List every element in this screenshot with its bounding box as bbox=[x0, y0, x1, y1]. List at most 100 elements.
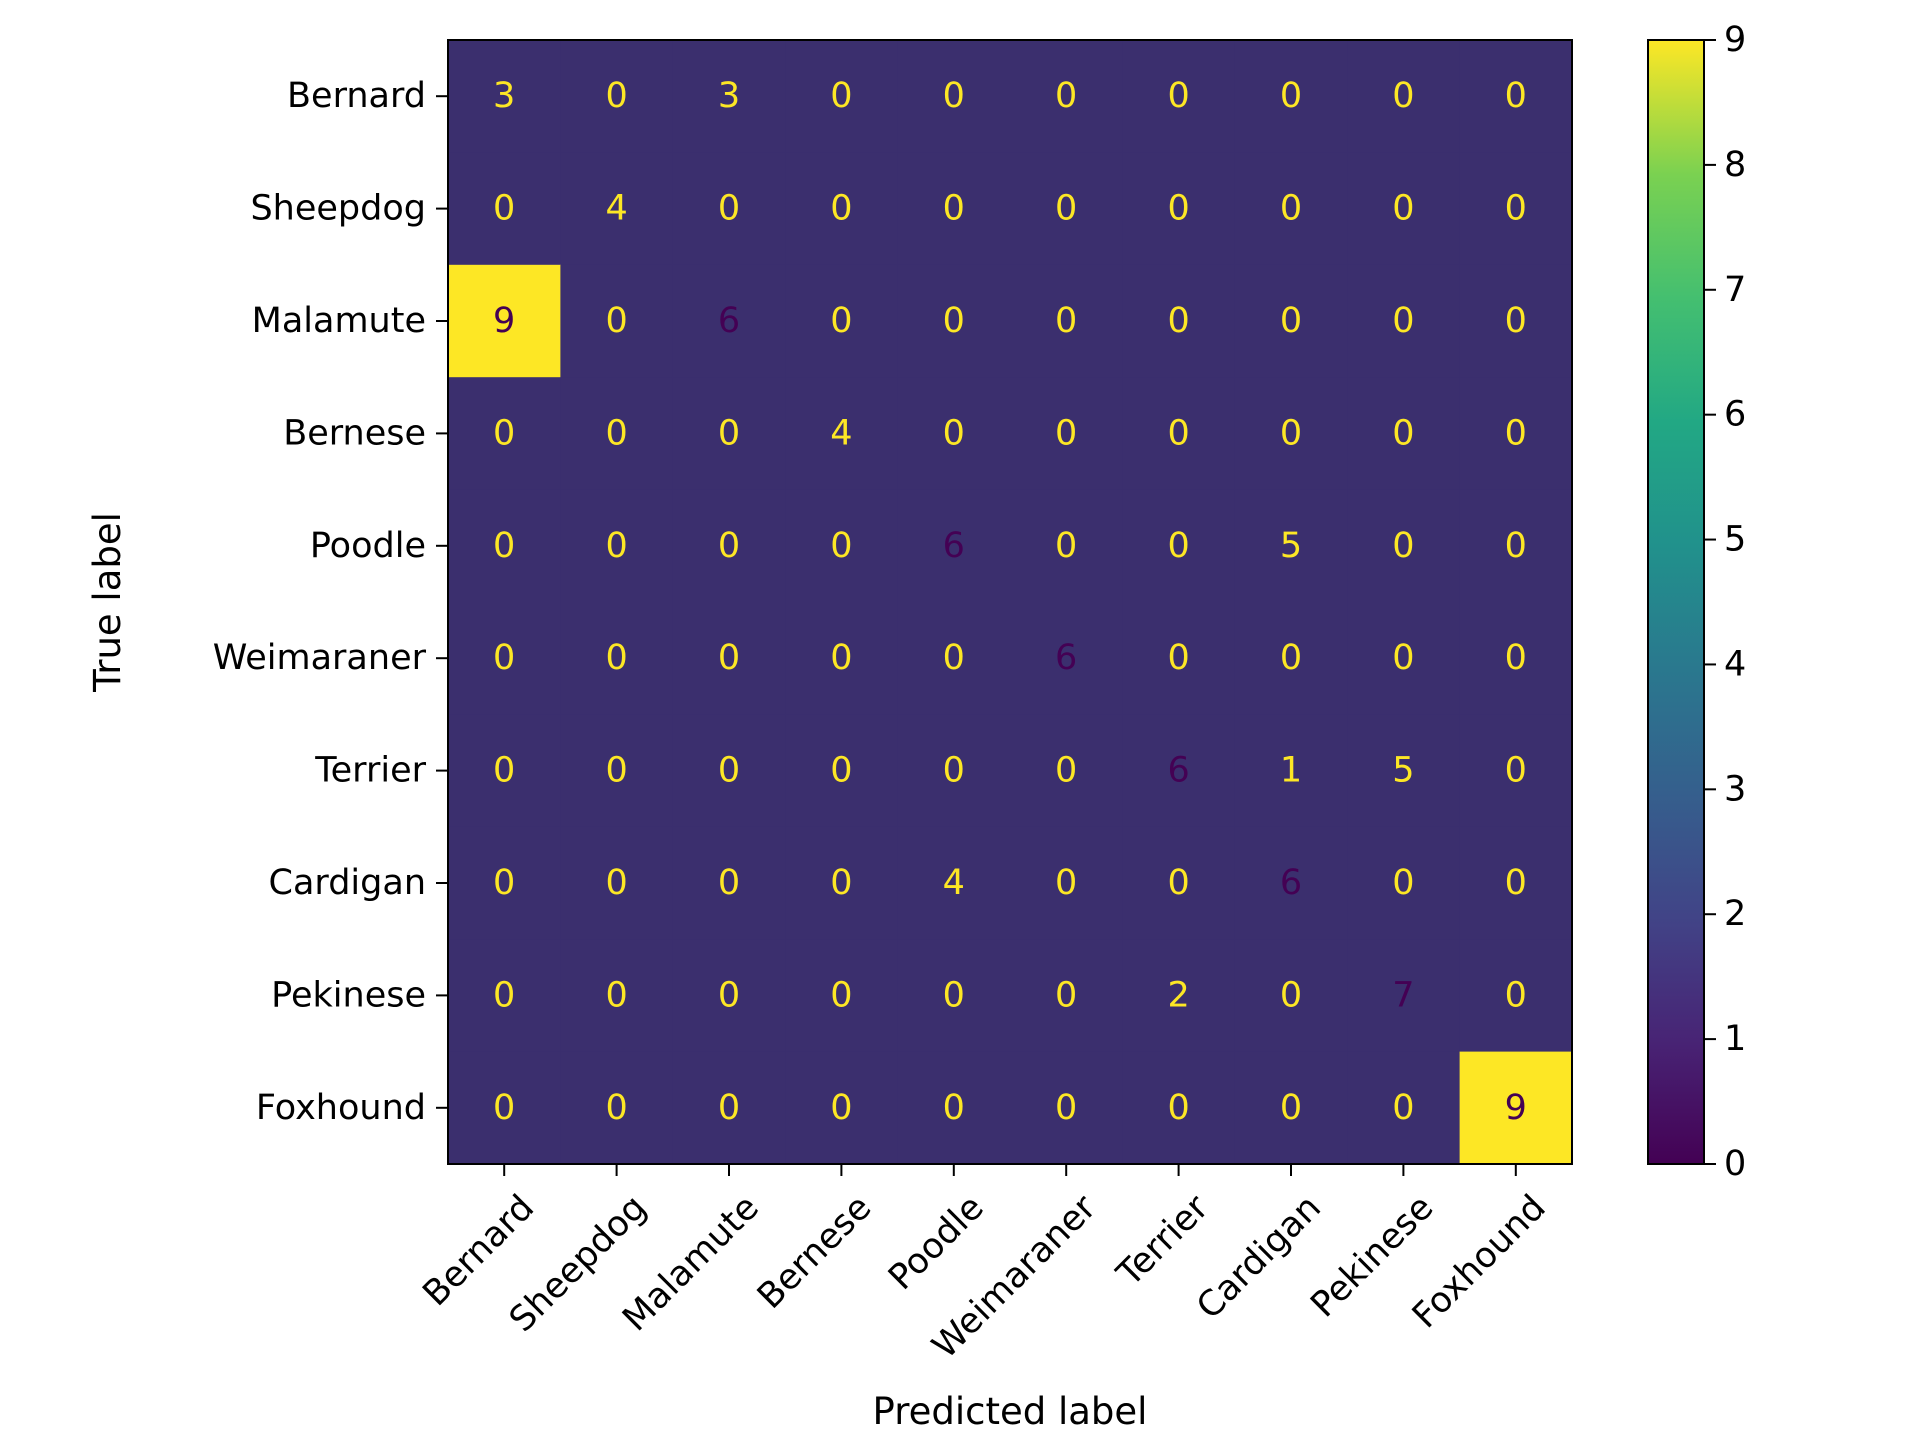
cell-foxhound-sheepdog bbox=[560, 1051, 674, 1165]
cell-value-bernard-terrier: 0 bbox=[1167, 76, 1189, 116]
cell-value-bernese-terrier: 0 bbox=[1167, 413, 1189, 453]
cell-malamute-malamute bbox=[672, 264, 786, 378]
cell-value-cardigan-sheepdog: 0 bbox=[605, 863, 627, 903]
y-tick-label-malamute: Malamute bbox=[252, 301, 426, 341]
cell-value-pekinese-poodle: 0 bbox=[943, 975, 965, 1015]
colorbar-tick-label-6: 6 bbox=[1724, 395, 1746, 435]
cell-value-weimaraner-pekinese: 0 bbox=[1392, 638, 1414, 678]
cell-value-pekinese-foxhound: 0 bbox=[1505, 975, 1527, 1015]
cell-value-pekinese-malamute: 0 bbox=[718, 975, 740, 1015]
cell-value-foxhound-bernese: 0 bbox=[830, 1088, 852, 1128]
cell-sheepdog-pekinese bbox=[1347, 152, 1461, 266]
cell-cardigan-weimaraner bbox=[1010, 826, 1123, 940]
cell-value-bernard-poodle: 0 bbox=[943, 76, 965, 116]
cell-value-sheepdog-bernard: 0 bbox=[493, 189, 515, 229]
cell-sheepdog-poodle bbox=[897, 152, 1011, 266]
cell-terrier-bernard bbox=[448, 714, 561, 828]
y-tick-label-pekinese: Pekinese bbox=[271, 975, 426, 1015]
cell-value-foxhound-cardigan: 0 bbox=[1280, 1088, 1302, 1128]
cell-value-cardigan-pekinese: 0 bbox=[1392, 863, 1414, 903]
cell-sheepdog-foxhound bbox=[1459, 152, 1573, 266]
cell-terrier-malamute bbox=[672, 714, 786, 828]
cell-foxhound-weimaraner bbox=[1010, 1051, 1123, 1165]
cell-value-sheepdog-pekinese: 0 bbox=[1392, 189, 1414, 229]
y-tick-label-terrier: Terrier bbox=[314, 751, 426, 791]
cell-foxhound-bernese bbox=[785, 1051, 899, 1165]
cell-value-bernard-foxhound: 0 bbox=[1505, 76, 1527, 116]
cell-bernese-cardigan bbox=[1234, 377, 1348, 491]
cell-value-foxhound-bernard: 0 bbox=[493, 1088, 515, 1128]
cell-value-weimaraner-cardigan: 0 bbox=[1280, 638, 1302, 678]
cell-terrier-cardigan bbox=[1234, 714, 1348, 828]
cell-bernard-poodle bbox=[897, 40, 1011, 153]
cell-bernard-weimaraner bbox=[1010, 40, 1123, 153]
cell-value-sheepdog-cardigan: 0 bbox=[1280, 189, 1302, 229]
cell-value-pekinese-cardigan: 0 bbox=[1280, 975, 1302, 1015]
cell-terrier-sheepdog bbox=[560, 714, 674, 828]
cell-weimaraner-sheepdog bbox=[560, 602, 674, 715]
cell-value-terrier-pekinese: 5 bbox=[1392, 751, 1414, 791]
cell-poodle-bernard bbox=[448, 489, 561, 603]
cell-value-sheepdog-sheepdog: 4 bbox=[605, 189, 627, 229]
cell-value-poodle-cardigan: 5 bbox=[1280, 526, 1302, 566]
y-tick-label-cardigan: Cardigan bbox=[269, 863, 426, 903]
cell-value-bernard-sheepdog: 0 bbox=[605, 76, 627, 116]
cell-poodle-malamute bbox=[672, 489, 786, 603]
colorbar-gradient bbox=[1647, 39, 1705, 1165]
cell-value-cardigan-poodle: 4 bbox=[943, 863, 965, 903]
colorbar-ticks: 0 1 2 3 4 5 6 7 8 9 bbox=[1704, 20, 1746, 1184]
cell-malamute-pekinese bbox=[1347, 264, 1461, 378]
cell-value-cardigan-cardigan: 6 bbox=[1280, 863, 1302, 903]
cell-pekinese-malamute bbox=[672, 939, 786, 1053]
cell-value-cardigan-terrier: 0 bbox=[1167, 863, 1189, 903]
x-tick-label-poodle: Poodle bbox=[881, 1188, 991, 1298]
x-tick-label-terrier: Terrier bbox=[1109, 1187, 1217, 1295]
cell-value-cardigan-weimaraner: 0 bbox=[1055, 863, 1077, 903]
cell-value-malamute-pekinese: 0 bbox=[1392, 301, 1414, 341]
cell-value-bernard-cardigan: 0 bbox=[1280, 76, 1302, 116]
cell-value-cardigan-bernard: 0 bbox=[493, 863, 515, 903]
cell-foxhound-cardigan bbox=[1234, 1051, 1348, 1165]
cell-value-poodle-sheepdog: 0 bbox=[605, 526, 627, 566]
cell-value-bernese-bernard: 0 bbox=[493, 413, 515, 453]
x-axis-title: Predicted label bbox=[873, 1390, 1148, 1433]
cell-value-terrier-sheepdog: 0 bbox=[605, 751, 627, 791]
cell-poodle-cardigan bbox=[1234, 489, 1348, 603]
cell-value-sheepdog-terrier: 0 bbox=[1167, 189, 1189, 229]
cell-cardigan-sheepdog bbox=[560, 826, 674, 940]
cell-value-weimaraner-foxhound: 0 bbox=[1505, 638, 1527, 678]
cell-foxhound-malamute bbox=[672, 1051, 786, 1165]
cell-weimaraner-bernard bbox=[448, 602, 561, 715]
cell-value-malamute-poodle: 0 bbox=[943, 301, 965, 341]
cell-sheepdog-sheepdog bbox=[560, 152, 674, 266]
cell-bernese-foxhound bbox=[1459, 377, 1573, 491]
cell-sheepdog-bernard bbox=[448, 152, 561, 266]
y-axis-ticks: Bernard Sheepdog Malamute Bernese Poodle Weim… bbox=[213, 76, 448, 1128]
cell-pekinese-bernese bbox=[785, 939, 899, 1053]
colorbar-tick-label-8: 8 bbox=[1724, 145, 1746, 185]
y-tick-label-poodle: Poodle bbox=[310, 526, 426, 566]
y-axis-title: True label bbox=[86, 512, 129, 693]
cell-cardigan-bernese bbox=[785, 826, 899, 940]
cell-bernese-poodle bbox=[897, 377, 1011, 491]
cell-value-malamute-weimaraner: 0 bbox=[1055, 301, 1077, 341]
cell-sheepdog-malamute bbox=[672, 152, 786, 266]
cell-cardigan-pekinese bbox=[1347, 826, 1461, 940]
cell-malamute-sheepdog bbox=[560, 264, 674, 378]
cell-malamute-cardigan bbox=[1234, 264, 1348, 378]
cell-terrier-poodle bbox=[897, 714, 1011, 828]
cell-value-sheepdog-weimaraner: 0 bbox=[1055, 189, 1077, 229]
cell-value-sheepdog-poodle: 0 bbox=[943, 189, 965, 229]
cell-value-foxhound-poodle: 0 bbox=[943, 1088, 965, 1128]
x-tick-label-cardigan: Cardigan bbox=[1189, 1188, 1329, 1328]
cell-weimaraner-foxhound bbox=[1459, 602, 1573, 715]
cell-value-pekinese-sheepdog: 0 bbox=[605, 975, 627, 1015]
cell-weimaraner-malamute bbox=[672, 602, 786, 715]
cell-value-malamute-foxhound: 0 bbox=[1505, 301, 1527, 341]
cell-weimaraner-weimaraner bbox=[1010, 602, 1123, 715]
cell-value-weimaraner-bernard: 0 bbox=[493, 638, 515, 678]
cell-terrier-bernese bbox=[785, 714, 899, 828]
cell-value-weimaraner-sheepdog: 0 bbox=[605, 638, 627, 678]
cell-value-foxhound-sheepdog: 0 bbox=[605, 1088, 627, 1128]
